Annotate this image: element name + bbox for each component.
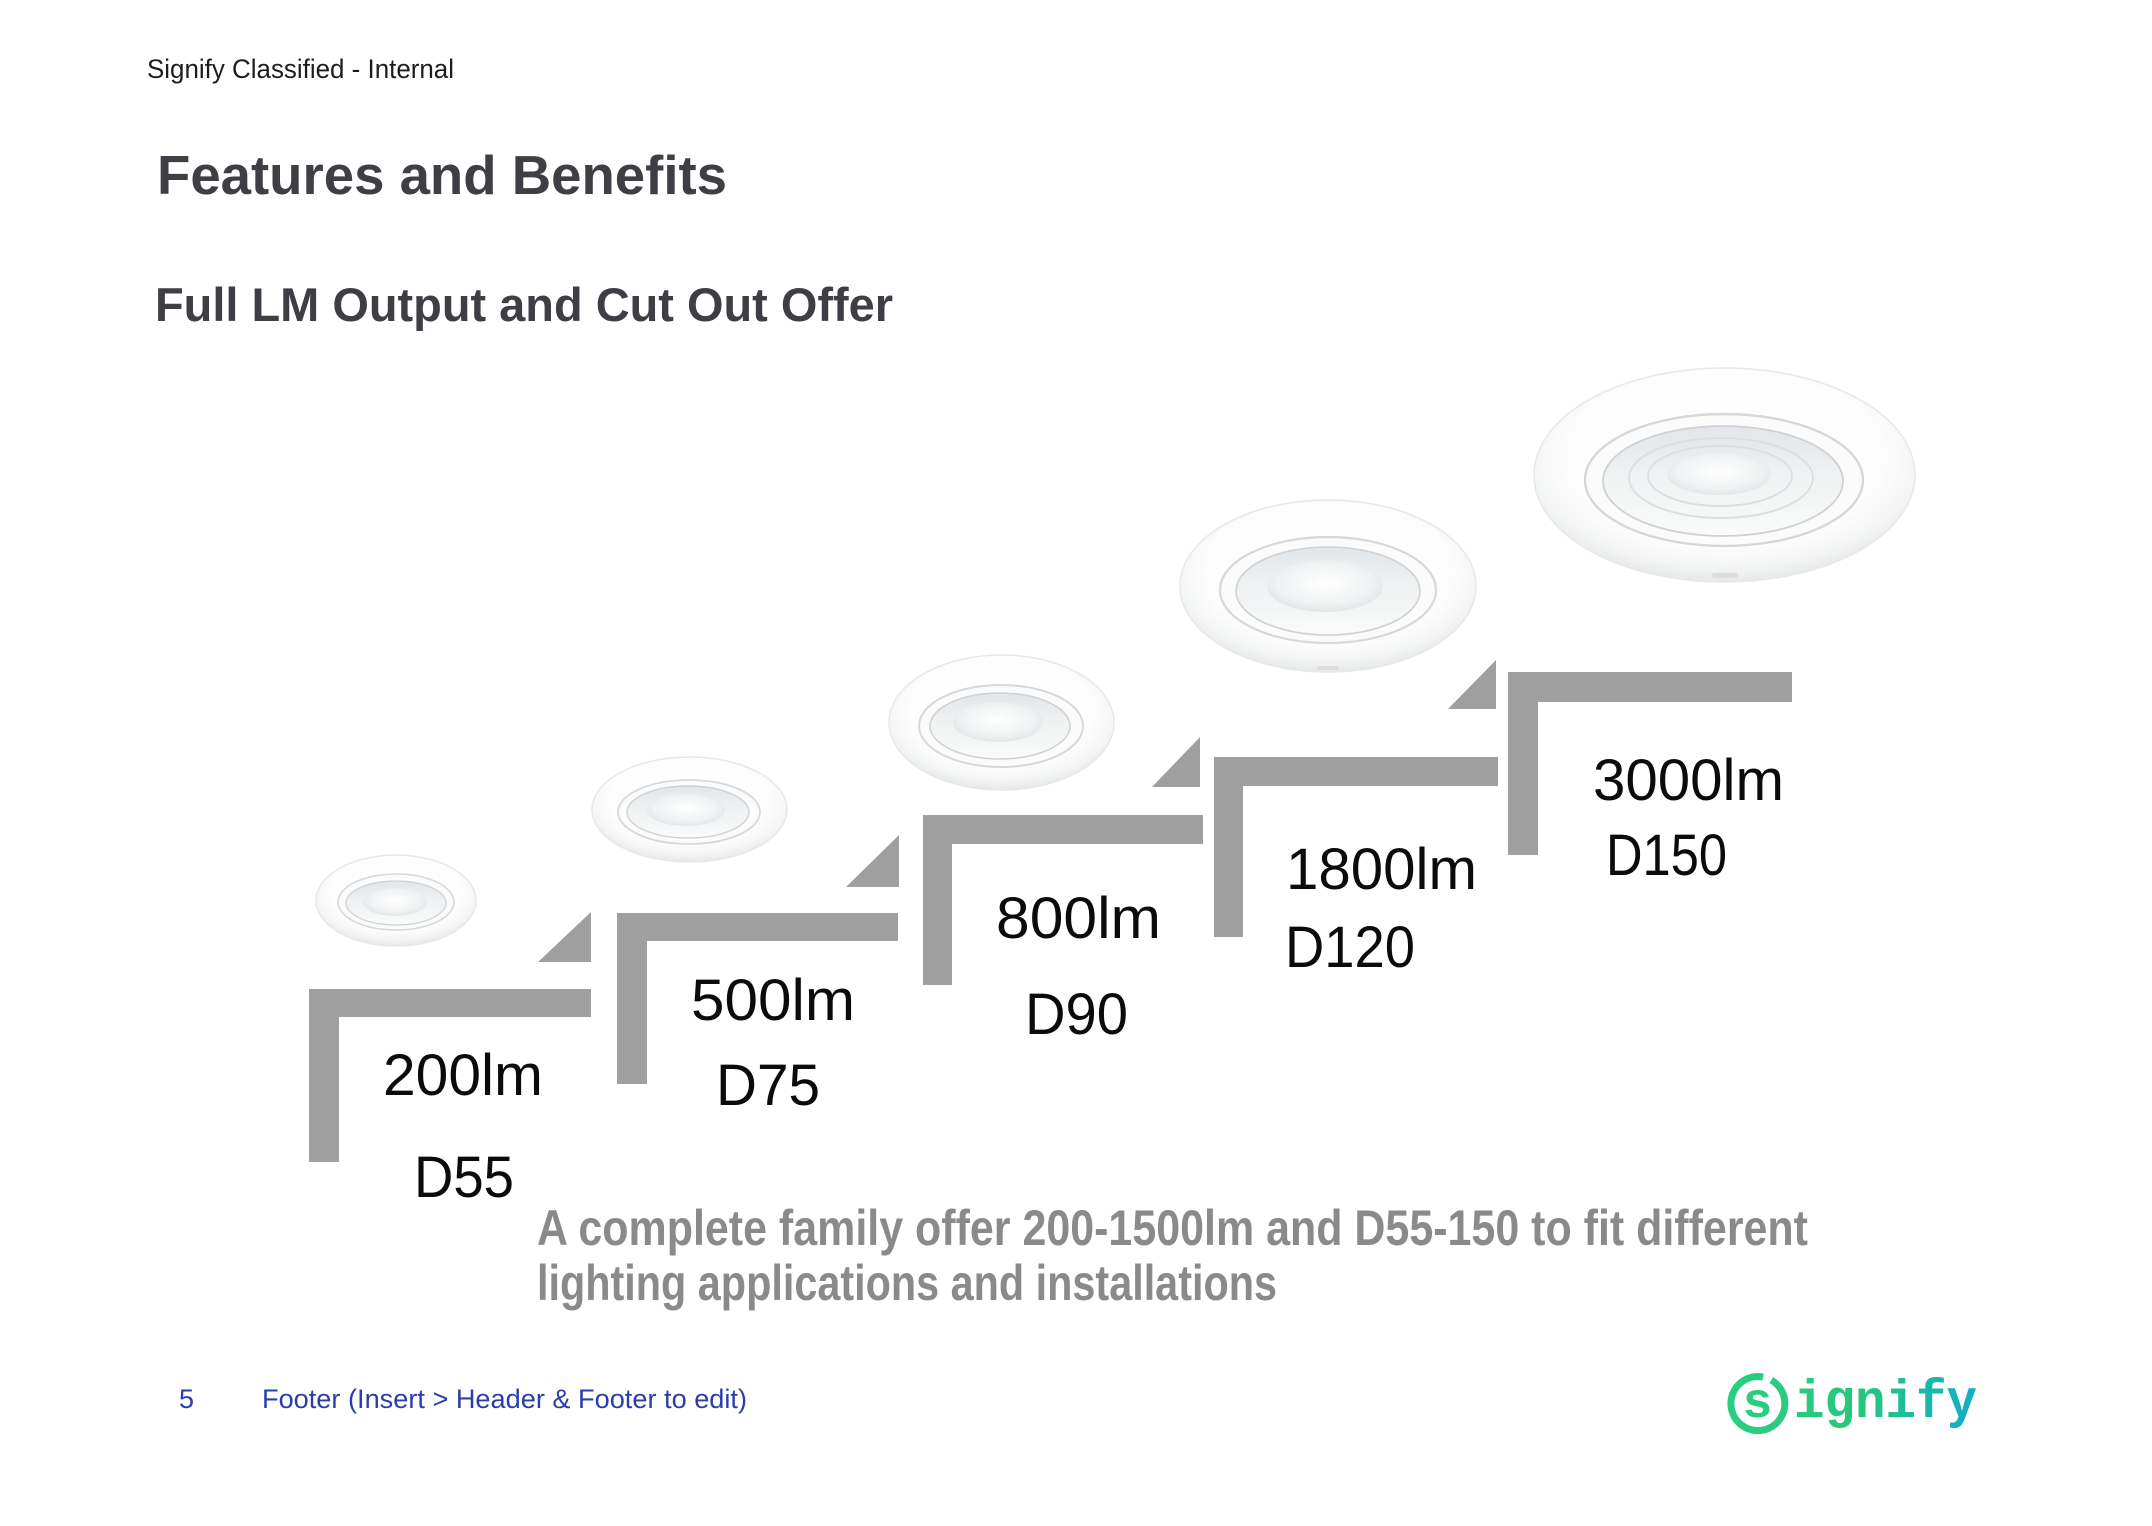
svg-text:s: s — [1742, 1376, 1772, 1433]
svg-text:1800lm: 1800lm — [1286, 837, 1477, 902]
svg-text:D75: D75 — [716, 1053, 820, 1118]
svg-text:800lm: 800lm — [996, 886, 1161, 951]
svg-text:Features and Benefits: Features and Benefits — [157, 144, 727, 206]
svg-text:5: 5 — [179, 1384, 194, 1414]
svg-text:D120: D120 — [1285, 915, 1415, 980]
svg-text:Signify Classified - Internal: Signify Classified - Internal — [147, 54, 454, 84]
svg-text:200lm: 200lm — [383, 1043, 543, 1108]
svg-text:A complete family offer 200-15: A complete family offer 200-1500lm and D… — [537, 1200, 1808, 1256]
svg-text:D90: D90 — [1025, 982, 1128, 1047]
svg-text:ignify: ignify — [1794, 1373, 1977, 1434]
svg-text:3000lm: 3000lm — [1593, 748, 1784, 813]
svg-text:D55: D55 — [414, 1145, 514, 1210]
svg-text:lighting applications and inst: lighting applications and installations — [537, 1255, 1277, 1311]
svg-text:Footer (Insert > Header & Foot: Footer (Insert > Header & Footer to edit… — [262, 1384, 747, 1414]
svg-text:Full LM Output and Cut Out Off: Full LM Output and Cut Out Offer — [155, 278, 893, 331]
svg-text:500lm: 500lm — [691, 968, 855, 1033]
svg-text:D150: D150 — [1606, 823, 1727, 888]
